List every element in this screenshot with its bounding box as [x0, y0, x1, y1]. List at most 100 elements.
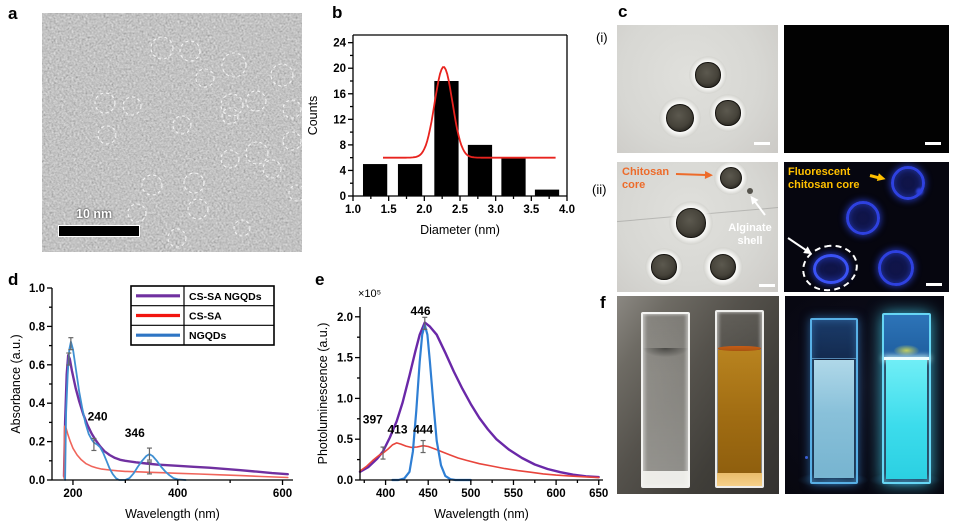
tem-image: 10 nm — [42, 13, 302, 252]
svg-text:Wavelength (nm): Wavelength (nm) — [434, 507, 529, 521]
error-bar — [420, 439, 426, 454]
svg-text:650: 650 — [589, 488, 608, 500]
peak-annotation-444: 444 — [413, 422, 433, 436]
svg-text:2.0: 2.0 — [337, 312, 353, 324]
debris-particle — [747, 188, 753, 194]
microcapsule — [709, 94, 747, 132]
background-speck — [805, 456, 808, 459]
panel-c-label: c — [618, 2, 628, 21]
cuvette-water — [641, 312, 690, 488]
pale-blue-liquid — [814, 360, 854, 478]
svg-text:550: 550 — [504, 488, 523, 500]
series-cs-sa — [63, 425, 289, 479]
row-ii-label: (ii) — [592, 182, 607, 197]
svg-text:20: 20 — [333, 63, 346, 75]
absorbance-chart: 200 400 600 0.0 0.2 0.4 0.6 0.8 1.0 Wavelength (n… — [8, 277, 308, 526]
fluorescent-capsule-ring — [878, 250, 914, 286]
photoluminescence-chart: 400 450 500 550 600 650 0.0 0.5 1.0 1.5 2.0 Wavelen… — [315, 277, 610, 526]
svg-text:400: 400 — [168, 488, 187, 500]
error-bar — [380, 446, 386, 460]
error-bar — [146, 447, 152, 461]
microcapsule — [689, 56, 727, 94]
series-ngqds — [64, 340, 187, 481]
svg-text:1.0: 1.0 — [29, 283, 45, 295]
chitosan-core-label: Chitosan core — [622, 166, 670, 191]
svg-text:Absorbance (a.u.): Absorbance (a.u.) — [9, 334, 23, 433]
peak-annotation-397: 397 — [363, 413, 383, 427]
legend: CS-SA NGQDs CS-SA NGQDs — [130, 285, 275, 346]
axes — [47, 287, 293, 485]
svg-text:400: 400 — [376, 488, 395, 500]
svg-text:0.2: 0.2 — [29, 437, 45, 449]
chart-b-svg: 1.0 1.5 2.0 2.5 3.0 3.5 4.0 0 4 8 12 16 20 24 Diameter… — [306, 34, 575, 237]
cuvette-base — [717, 473, 762, 486]
meniscus-reflection — [893, 345, 920, 356]
histogram-chart: 1.0 1.5 2.0 2.5 3.0 3.5 4.0 0 4 8 12 16 20 24 Diameter… — [305, 10, 590, 250]
svg-text:2.0: 2.0 — [416, 204, 432, 216]
cuvette-base — [643, 471, 688, 486]
svg-text:450: 450 — [419, 488, 438, 500]
meniscus — [718, 346, 761, 351]
scale-bar — [759, 284, 775, 287]
fluorescence-image-ii: Fluorescent chitosan core — [784, 162, 949, 292]
microcapsule — [659, 97, 701, 139]
svg-text:600: 600 — [547, 488, 566, 500]
svg-text:0.0: 0.0 — [29, 475, 45, 487]
peak-annotation-413: 413 — [388, 422, 408, 436]
series-cs-sa — [359, 442, 600, 479]
tem-noise-texture — [42, 13, 302, 252]
svg-text:NGQDs: NGQDs — [189, 330, 227, 342]
peak-annotation-240: 240 — [88, 409, 108, 423]
svg-text:1.0: 1.0 — [337, 393, 353, 405]
capsule-core — [709, 253, 737, 281]
scale-bar-label: 10 nm — [76, 207, 113, 221]
axes — [355, 307, 603, 485]
series-ngqds — [391, 323, 472, 482]
svg-text:0.8: 0.8 — [29, 321, 46, 333]
svg-text:Wavelength (nm): Wavelength (nm) — [125, 507, 220, 521]
svg-text:Counts: Counts — [306, 96, 320, 136]
capsule-core — [676, 208, 706, 238]
axes — [348, 34, 568, 201]
svg-text:1.0: 1.0 — [345, 204, 361, 216]
panel-b-label: b — [332, 3, 343, 22]
meniscus — [884, 357, 929, 360]
svg-text:0.6: 0.6 — [29, 360, 45, 372]
fluorescent-capsule-ring — [846, 201, 880, 235]
cuvettes-uv-photo — [785, 296, 944, 494]
svg-text:500: 500 — [461, 488, 480, 500]
microcapsule — [669, 201, 713, 245]
cyan-fluorescent-liquid — [886, 360, 927, 479]
scale-bar — [926, 283, 942, 286]
panel-f-label: f — [600, 293, 606, 312]
error-bar — [66, 352, 72, 366]
svg-text:CS-SA: CS-SA — [189, 311, 222, 323]
capsule-core — [719, 166, 743, 190]
ngqd-highlight-circles — [94, 36, 302, 248]
cuvette-water-uv — [810, 318, 858, 484]
error-bar — [146, 461, 152, 475]
chart-e-svg: 400 450 500 550 600 650 0.0 0.5 1.0 1.5 2.0 Wavelen… — [316, 288, 608, 521]
microcapsule — [703, 247, 743, 287]
error-bar — [68, 337, 74, 351]
series-cs-sa-ngqds — [62, 354, 289, 478]
capsule-core — [695, 62, 721, 88]
svg-text:16: 16 — [333, 89, 346, 101]
panel-e-label: e — [315, 270, 325, 289]
panel-a-label: a — [8, 4, 18, 23]
fluorescent-capsule-ring — [813, 254, 849, 284]
brightfield-image-ii: Chitosan core Alginate shell — [617, 162, 778, 292]
svg-text:4: 4 — [340, 165, 347, 177]
cuvette-ngqd-solution — [715, 310, 764, 488]
microcapsule — [645, 248, 683, 286]
alginate-shell-label: Alginate shell — [728, 222, 772, 247]
fluorescent-core-label: Fluorescent chitosan core — [788, 166, 860, 191]
series-cs-sa-ngqds — [358, 321, 600, 479]
svg-text:0.5: 0.5 — [337, 434, 354, 446]
svg-text:0.0: 0.0 — [337, 475, 353, 487]
peak-annotation-346: 346 — [125, 426, 145, 440]
cuvette-ngqd-uv — [882, 313, 931, 484]
fluorescent-blob — [916, 188, 923, 195]
ellipse-pointer-arrow — [787, 237, 807, 252]
